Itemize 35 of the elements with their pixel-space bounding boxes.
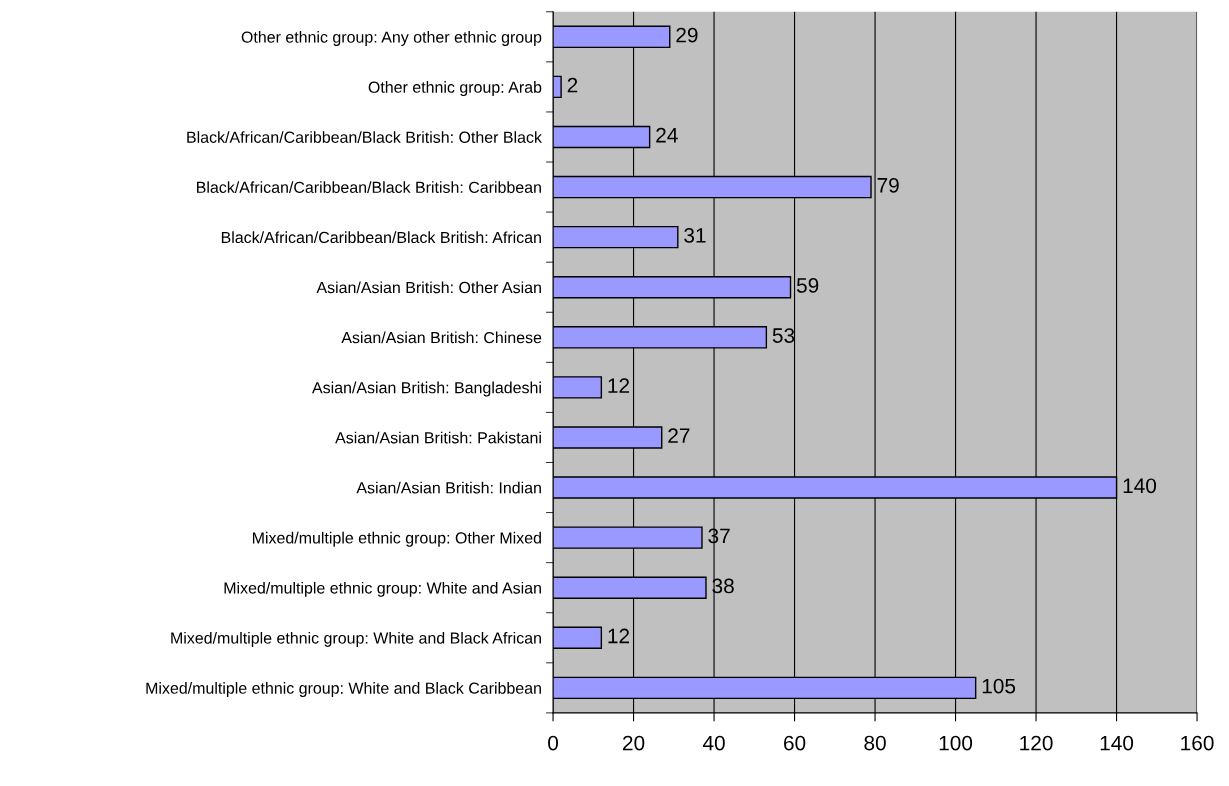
y-tick-label: Mixed/multiple ethnic group: Other Mixed xyxy=(252,531,541,547)
y-tick-label: Asian/Asian British: Other Asian xyxy=(316,281,541,294)
data-label: 31 xyxy=(684,227,706,243)
x-tick-label: 60 xyxy=(784,735,806,751)
data-label: 29 xyxy=(676,27,698,43)
data-label: 59 xyxy=(796,278,819,293)
x-tick-label: 140 xyxy=(1100,735,1134,751)
data-label: 24 xyxy=(656,127,678,143)
data-label: 79 xyxy=(877,177,899,193)
y-tick-label: Other ethnic group: Arab xyxy=(368,81,542,97)
y-tick-label: Mixed/multiple ethnic group: White and Black Caribbean xyxy=(146,682,541,697)
y-tick-label: Mixed/multiple ethnic group: White and Asian xyxy=(224,581,541,597)
x-tick-label: 0 xyxy=(548,735,559,751)
x-tick-label: 20 xyxy=(623,735,645,751)
y-tick-label: Asian/Asian British: Chinese xyxy=(341,331,542,344)
data-label: 105 xyxy=(982,678,1016,694)
x-tick-label: 100 xyxy=(939,735,973,751)
data-label: 12 xyxy=(608,378,630,393)
x-tick-label: 40 xyxy=(702,735,725,751)
y-tick-label: Mixed/multiple ethnic group: White and Black African xyxy=(171,632,541,647)
data-label: 53 xyxy=(772,328,795,343)
x-tick-label: 120 xyxy=(1020,735,1053,751)
data-label: 2 xyxy=(567,77,578,93)
y-tick-label: Other ethnic group: Any other ethnic group xyxy=(241,31,542,46)
y-tick-label: Black/African/Caribbean/Black British: Other Black xyxy=(187,131,542,143)
data-label: 27 xyxy=(668,428,690,443)
y-tick-label: Asian/Asian British: Bangladeshi xyxy=(312,381,541,397)
x-tick-label: 80 xyxy=(864,735,886,751)
y-tick-label: Asian/Asian British: Pakistani xyxy=(335,431,541,444)
y-tick-label: Black/African/Caribbean/Black British: African xyxy=(221,231,541,244)
data-label: 12 xyxy=(608,628,630,644)
x-tick-label: 160 xyxy=(1181,735,1214,751)
y-tick-label: Asian/Asian British: Indian xyxy=(356,481,541,494)
data-label: 140 xyxy=(1123,478,1157,494)
y-tick-label: Black/African/Caribbean/Black British: Caribbean xyxy=(197,181,541,194)
